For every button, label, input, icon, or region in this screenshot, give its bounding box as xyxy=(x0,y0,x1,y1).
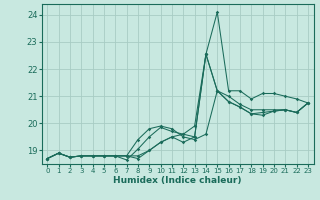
X-axis label: Humidex (Indice chaleur): Humidex (Indice chaleur) xyxy=(113,176,242,185)
